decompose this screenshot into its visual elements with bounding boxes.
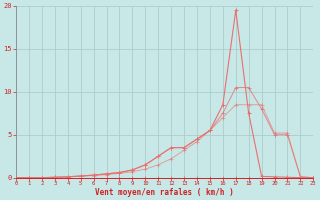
- X-axis label: Vent moyen/en rafales ( km/h ): Vent moyen/en rafales ( km/h ): [95, 188, 234, 197]
